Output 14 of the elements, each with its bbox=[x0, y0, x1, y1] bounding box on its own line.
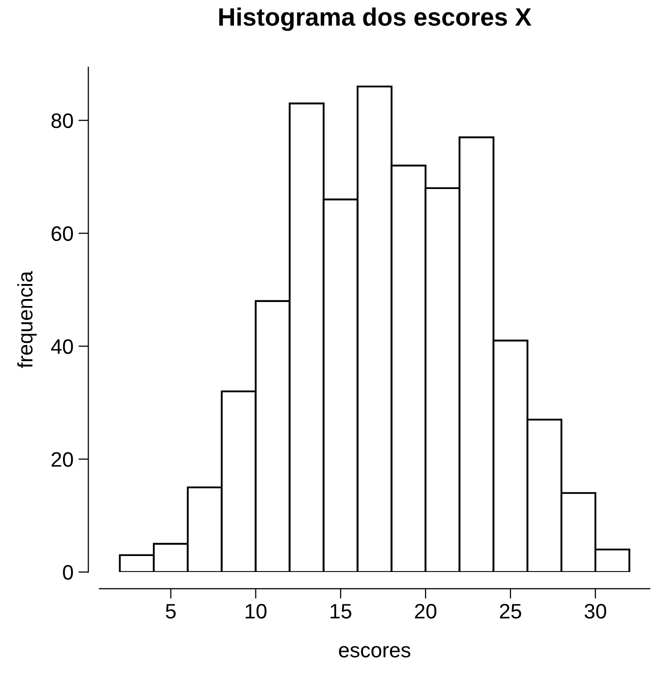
x-tick-label: 5 bbox=[166, 604, 176, 619]
y-tick-label: 20 bbox=[52, 452, 73, 467]
x-tick-label: 15 bbox=[330, 604, 352, 619]
y-tick-label: 60 bbox=[52, 226, 73, 242]
x-tick-label: 30 bbox=[584, 604, 606, 619]
y-axis-title: frequencia bbox=[17, 271, 37, 368]
y-tick-label: 40 bbox=[51, 339, 73, 354]
x-tick-label: 25 bbox=[500, 604, 522, 619]
y-tick-label: 0 bbox=[62, 565, 73, 580]
x-axis-title: escores bbox=[339, 646, 410, 658]
x-tick-label: 10 bbox=[246, 604, 266, 619]
x-tick-label: 20 bbox=[415, 604, 436, 619]
y-tick-label: 80 bbox=[51, 113, 73, 128]
chart-title: Histograma dos escores X bbox=[219, 8, 532, 31]
